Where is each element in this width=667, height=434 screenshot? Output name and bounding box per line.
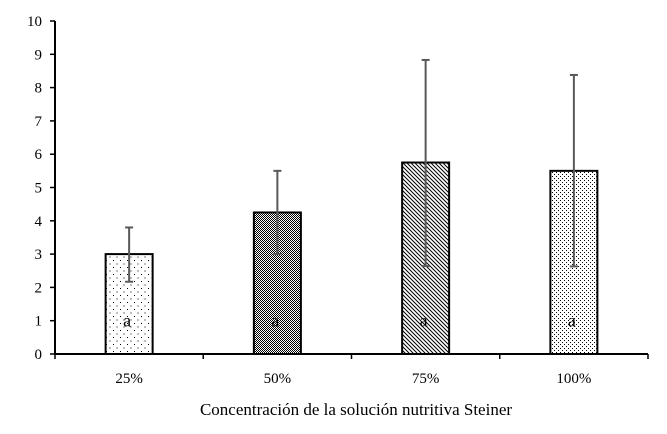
y-tick-label: 4: [35, 214, 43, 230]
y-tick-label: 1: [35, 314, 43, 330]
x-tick-label: 25%: [115, 371, 143, 387]
y-tick-label: 3: [35, 247, 43, 263]
x-tick-label: 75%: [412, 371, 440, 387]
x-tick-label: 100%: [556, 371, 591, 387]
bar-label: a: [420, 311, 428, 331]
y-axis: 0 1 2 3 4 5 6 7 8 9 10: [27, 14, 56, 363]
bar-label: a: [271, 311, 279, 331]
y-tick-label: 2: [35, 280, 43, 296]
x-tick-label: 50%: [264, 371, 292, 387]
y-tick-label: 6: [35, 147, 43, 163]
y-tick-label: 5: [35, 181, 43, 197]
y-tick-label: 8: [35, 81, 43, 97]
y-tick-label: 0: [35, 347, 43, 363]
bar-label: a: [568, 311, 576, 331]
bar-label: a: [123, 311, 131, 331]
y-tick-label: 10: [27, 14, 42, 30]
y-tick-label: 7: [35, 114, 43, 130]
y-tick-label: 9: [35, 47, 43, 63]
x-axis-label: Concentración de la solución nutritiva S…: [200, 400, 512, 419]
x-axis: 25% 50% 75% 100%: [54, 353, 649, 387]
